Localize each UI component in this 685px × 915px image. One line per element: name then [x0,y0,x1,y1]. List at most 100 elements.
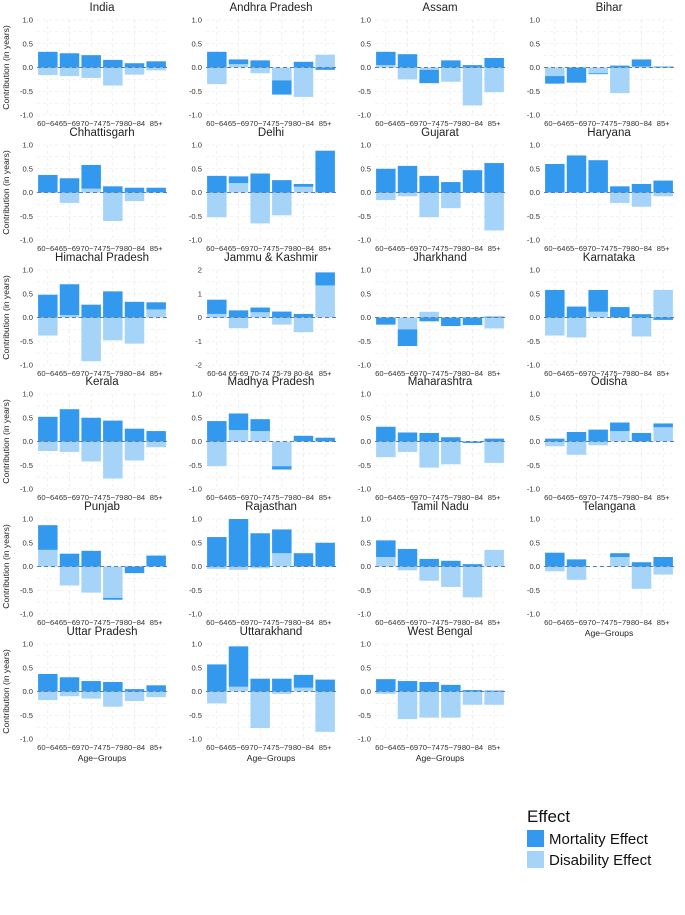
y-tick-label: 1.0 [529,390,540,399]
bar-disability [250,312,270,318]
panel-title: Chhattisgarh [69,127,134,139]
y-tick-label: -0.5 [20,586,33,595]
y-tick-label: 1.0 [191,141,202,150]
panel-title: Punjab [84,501,120,513]
panel-title: Maharashtra [408,376,473,388]
panel-tamil-nadu: Tamil Nadu 1.0 0.5 0.0 -0.5 -1.0 60−64 65−69 70−… [358,501,505,627]
bar-disability [419,566,439,581]
bar-mortality [293,553,314,567]
bar-disability [653,289,673,318]
bar-mortality [441,182,461,193]
x-tick-label: 65−69 [397,493,418,502]
x-tick-label: 65−69 [397,369,418,378]
legend-swatch-disability [527,851,544,868]
bar-mortality [545,438,565,442]
x-tick-label: 85+ [150,618,163,627]
bar-disability [207,441,227,467]
y-tick-label: 1 [198,289,202,298]
bar-mortality [545,164,565,193]
panel-title: India [90,2,116,14]
x-tick-label: 80−84 [293,618,314,627]
bar-mortality [228,176,249,183]
x-tick-label: 85+ [319,743,332,752]
x-tick-label: 80−84 [124,743,145,752]
bar-mortality [631,183,652,193]
bar-mortality [207,299,227,314]
bar-mortality [103,186,123,193]
bar-mortality [59,677,80,692]
bar-disability [124,192,145,202]
bar-disability [81,317,101,362]
bar-disability [103,566,123,598]
y-tick-label: -1.0 [527,610,540,619]
x-tick-label: 80−84 [124,493,145,502]
y-tick-label: 0.0 [360,437,371,446]
bar-mortality [315,67,335,70]
x-axis-title: Age−Groups [247,753,296,763]
bar-disability [631,66,652,68]
bar-disability [59,315,80,318]
bar-mortality [397,54,418,68]
bar-disability [376,441,396,458]
panel-telangana: Telangana 1.0 0.5 0.0 -0.5 -1.0 60−64 65−69 70−7… [527,501,674,638]
bar-mortality [631,432,652,442]
y-tick-label: 1.0 [191,640,202,649]
bar-mortality [146,61,166,68]
bar-mortality [545,76,565,84]
x-tick-label: 85+ [319,618,332,627]
x-tick-label: 80−84 [293,493,314,502]
bar-mortality [250,60,270,68]
panel-title: Delhi [258,127,284,139]
x-tick-label: 60−64 [206,618,227,627]
y-tick-label: 0.0 [529,313,540,322]
legend: Effect Mortality Effect Disability Effect [527,807,652,869]
bar-disability [250,566,270,569]
bar-mortality [588,73,608,75]
x-tick-label: 85+ [488,244,501,253]
bar-mortality [631,59,652,67]
y-tick-label: 0.0 [22,437,33,446]
panel-kerala: Kerala 1.0 0.5 0.0 -0.5 -1.0 60−64 65−69 70−74 75… [1,376,167,502]
panel-title: Haryana [587,127,631,139]
x-tick-label: 80−84 [631,369,652,378]
bar-mortality [124,187,145,193]
y-tick-label: -1.0 [20,361,33,370]
x-tick-label: 85+ [150,369,163,378]
bar-disability [146,67,166,71]
y-tick-label: 0.0 [360,188,371,197]
bar-disability [631,317,652,337]
y-tick-label: -0.5 [358,461,371,470]
y-tick-label: -1.0 [189,111,202,120]
x-tick-label: 70−74 [588,493,609,502]
bar-disability [376,65,396,68]
x-tick-label: 85+ [319,493,332,502]
bar-mortality [124,63,145,68]
x-tick-label: 60−64 [37,244,58,253]
bar-disability [272,441,292,467]
y-tick-label: -0.5 [20,337,33,346]
bar-disability [293,687,314,692]
bar-mortality [103,682,123,692]
x-tick-label: 65−69 [566,369,587,378]
bar-mortality [397,165,418,193]
bar-mortality [610,553,630,557]
y-tick-label: 0.0 [360,63,371,72]
bar-disability [462,566,483,598]
x-tick-label: 60−64 [544,369,565,378]
x-tick-label: 80−84 [293,743,314,752]
bar-mortality [566,306,587,318]
x-tick-label: 70−74 [588,119,609,128]
y-tick-label: -2 [195,361,202,370]
panel-assam: Assam 1.0 0.5 0.0 -0.5 -1.0 60−64 65−69 70−74 75−… [358,2,505,128]
x-tick-label: 60−64 [37,618,58,627]
bar-mortality [250,533,270,567]
panel-title: Gujarat [421,127,460,139]
bar-disability [610,192,630,203]
bar-disability [293,186,314,193]
x-tick-label: 75−79 [609,618,630,627]
bar-disability [419,311,439,318]
bar-disability [631,192,652,207]
y-tick-label: 1.0 [22,16,33,25]
x-tick-label: 70-74 [250,369,269,378]
bar-mortality [315,542,335,567]
